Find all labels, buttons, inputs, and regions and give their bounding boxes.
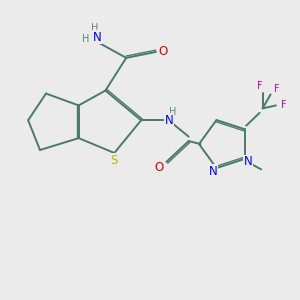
Text: H: H: [91, 23, 99, 33]
Text: F: F: [257, 81, 262, 91]
Text: N: N: [93, 31, 101, 44]
Text: H: H: [82, 34, 90, 44]
Text: N: N: [208, 165, 217, 178]
Text: N: N: [244, 155, 253, 168]
Text: N: N: [165, 114, 174, 127]
Text: F: F: [274, 84, 279, 94]
Text: O: O: [159, 45, 168, 58]
Text: H: H: [169, 107, 177, 117]
Text: F: F: [280, 100, 286, 110]
Text: S: S: [111, 154, 118, 167]
Text: O: O: [154, 161, 164, 174]
